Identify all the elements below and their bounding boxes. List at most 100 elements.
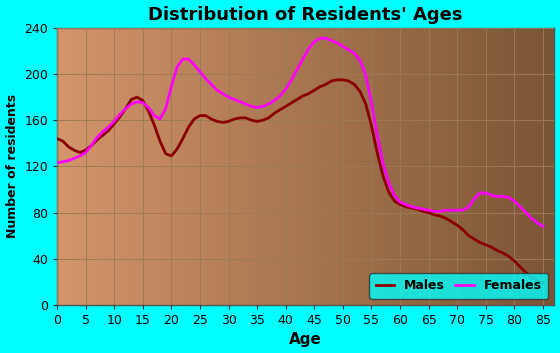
Bar [149,28,152,305]
Bar [263,28,266,305]
Bar [90,28,92,305]
Bar [428,28,430,305]
Bar [400,28,403,305]
Bar [122,28,124,305]
Bar [169,28,171,305]
Bar [432,28,435,305]
Bar [390,28,393,305]
Bar [85,28,87,305]
Legend: Males, Females: Males, Females [369,273,548,299]
Bar [161,28,164,305]
Bar [246,28,249,305]
Bar [166,28,169,305]
Bar [174,28,176,305]
Bar [147,28,149,305]
Bar [343,28,346,305]
Bar [395,28,398,305]
Bar [197,28,199,305]
Bar [361,28,363,305]
Bar [537,28,539,305]
Bar [132,28,134,305]
Bar [154,28,156,305]
Bar [214,28,216,305]
Bar [552,28,554,305]
Bar [99,28,102,305]
Bar [473,28,475,305]
Bar [318,28,321,305]
Bar [259,28,261,305]
Bar [116,28,119,305]
Bar [328,28,330,305]
Bar [293,28,296,305]
Bar [189,28,192,305]
Bar [301,28,304,305]
Bar [268,28,271,305]
Bar [112,28,114,305]
Bar [308,28,311,305]
Bar [463,28,465,305]
Bar [298,28,301,305]
Bar [77,28,80,305]
X-axis label: Age: Age [290,333,322,347]
Bar [159,28,161,305]
Y-axis label: Number of residents: Number of residents [6,94,18,238]
Bar [286,28,288,305]
Bar [460,28,463,305]
Bar [72,28,74,305]
Bar [408,28,410,305]
Bar [512,28,515,305]
Bar [114,28,116,305]
Bar [142,28,144,305]
Bar [393,28,395,305]
Bar [494,28,497,305]
Bar [186,28,189,305]
Bar [87,28,90,305]
Bar [375,28,378,305]
Bar [340,28,343,305]
Bar [156,28,159,305]
Bar [452,28,455,305]
Bar [346,28,348,305]
Bar [216,28,218,305]
Bar [325,28,328,305]
Bar [505,28,507,305]
Bar [425,28,428,305]
Bar [239,28,241,305]
Bar [67,28,69,305]
Bar [304,28,306,305]
Bar [313,28,316,305]
Bar [445,28,447,305]
Bar [228,28,231,305]
Bar [544,28,547,305]
Bar [492,28,494,305]
Bar [254,28,256,305]
Bar [201,28,204,305]
Bar [256,28,259,305]
Bar [405,28,408,305]
Bar [82,28,85,305]
Bar [323,28,325,305]
Bar [530,28,532,305]
Bar [249,28,251,305]
Bar [383,28,385,305]
Bar [378,28,380,305]
Bar [353,28,356,305]
Bar [124,28,127,305]
Bar [482,28,485,305]
Bar [358,28,361,305]
Bar [415,28,418,305]
Bar [64,28,67,305]
Bar [102,28,104,305]
Bar [57,28,59,305]
Bar [152,28,154,305]
Bar [218,28,221,305]
Bar [373,28,375,305]
Bar [184,28,186,305]
Bar [226,28,228,305]
Bar [231,28,234,305]
Bar [480,28,482,305]
Bar [500,28,502,305]
Bar [244,28,246,305]
Bar [447,28,450,305]
Bar [380,28,383,305]
